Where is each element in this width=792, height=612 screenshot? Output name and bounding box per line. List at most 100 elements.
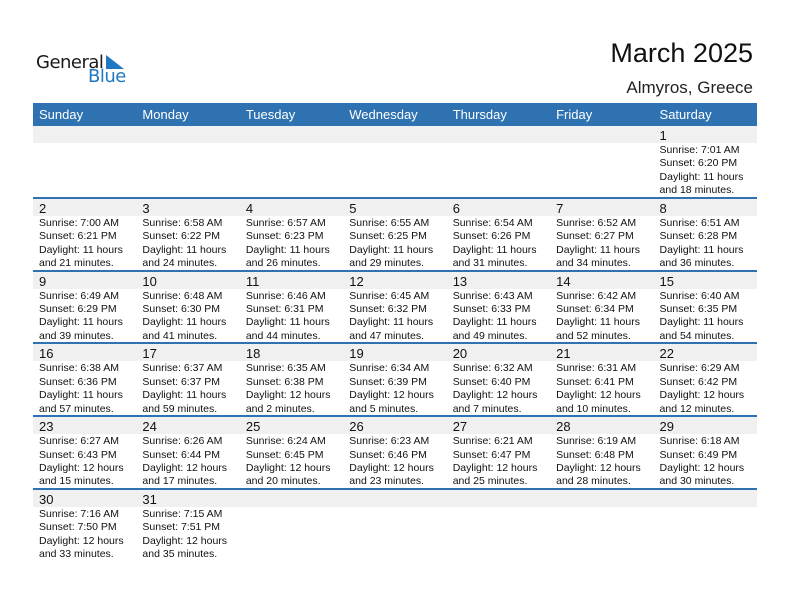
daylight-text: Daylight: 11 hours <box>245 243 330 256</box>
sunset-text: Sunset: 6:44 PM <box>142 448 221 461</box>
sunrise-text: Sunrise: 6:46 AM <box>245 289 326 302</box>
daylight-minutes-text: and 7 minutes. <box>452 402 522 415</box>
daylight-minutes-text: and 2 minutes. <box>245 402 315 415</box>
daylight-text: Daylight: 11 hours <box>39 243 123 256</box>
day-cell <box>447 490 550 563</box>
day-cell <box>240 490 343 563</box>
logo-text-general: General <box>36 52 104 73</box>
daylight-text: Daylight: 12 hours <box>245 389 331 402</box>
sunrise-text: Sunrise: 6:26 AM <box>142 435 223 448</box>
day-number: 28 <box>556 419 571 435</box>
day-number: 3 <box>142 200 150 216</box>
sunrise-text: Sunrise: 6:27 AM <box>39 435 119 448</box>
daylight-minutes-text: and 20 minutes. <box>245 475 321 488</box>
day-cell <box>550 126 653 197</box>
daylight-text: Daylight: 12 hours <box>452 389 538 402</box>
weekday-header: Sunday Monday Tuesday Wednesday Thursday Frid… <box>33 103 757 126</box>
day-number: 27 <box>452 419 468 435</box>
sunrise-text: Sunrise: 6:51 AM <box>659 216 740 229</box>
day-number: 2 <box>39 200 47 216</box>
day-cell: 22 Sunrise: 6:29 AM Sunset: 6:42 PM Dayligh… <box>654 344 757 415</box>
daylight-text: Daylight: 12 hours <box>39 534 124 547</box>
sunset-text: Sunset: 6:48 PM <box>556 448 634 461</box>
day-number: 7 <box>556 200 564 216</box>
daylight-text: Daylight: 11 hours <box>349 316 434 329</box>
day-number: 25 <box>245 419 261 435</box>
daylight-minutes-text: and 36 minutes. <box>659 257 735 270</box>
sunset-text: Sunset: 7:50 PM <box>39 521 117 534</box>
weekday-monday: Monday <box>142 107 189 122</box>
sunrise-text: Sunrise: 6:58 AM <box>142 216 223 229</box>
day-cell: 15 Sunrise: 6:40 AM Sunset: 6:35 PM Dayligh… <box>654 272 757 343</box>
day-number: 24 <box>142 419 157 435</box>
day-cell: 6 Sunrise: 6:54 AM Sunset: 6:26 PM Daylight… <box>447 199 550 270</box>
sunset-text: Sunset: 6:45 PM <box>245 448 324 461</box>
day-cell: 23 Sunrise: 6:27 AM Sunset: 6:43 PM Dayligh… <box>33 417 136 488</box>
daylight-text: Daylight: 12 hours <box>556 462 641 474</box>
daylight-text: Daylight: 12 hours <box>659 389 745 402</box>
sunrise-text: Sunrise: 6:21 AM <box>452 435 533 448</box>
sunset-text: Sunset: 6:27 PM <box>556 230 634 243</box>
sunrise-text: Sunrise: 6:32 AM <box>452 362 533 375</box>
daylight-minutes-text: and 30 minutes. <box>659 475 735 488</box>
daylight-text: Daylight: 11 hours <box>142 243 227 256</box>
day-number: 18 <box>245 346 261 362</box>
sunset-text: Sunset: 6:46 PM <box>349 448 427 461</box>
day-cell: 20 Sunrise: 6:32 AM Sunset: 6:40 PM Dayligh… <box>447 344 550 415</box>
calendar-grid: 1 Sunrise: 7:01 AM Sunset: 6:20 PM Daylight… <box>33 126 757 563</box>
day-cell: 24 Sunrise: 6:26 AM Sunset: 6:44 PM Dayligh… <box>136 417 239 488</box>
day-number: 19 <box>349 346 364 362</box>
logo-text-blue: Blue <box>88 66 126 87</box>
day-number: 15 <box>659 273 674 289</box>
daylight-minutes-text: and 17 minutes. <box>142 475 218 488</box>
day-cell: 27 Sunrise: 6:21 AM Sunset: 6:47 PM Dayligh… <box>447 417 550 488</box>
day-cell: 4 Sunrise: 6:57 AM Sunset: 6:23 PM Daylight… <box>240 199 343 270</box>
daylight-text: Daylight: 12 hours <box>659 462 745 474</box>
week-row: 2 Sunrise: 7:00 AM Sunset: 6:21 PM Daylight… <box>33 198 757 272</box>
day-cell: 7 Sunrise: 6:52 AM Sunset: 6:27 PM Daylight… <box>550 199 653 270</box>
daylight-minutes-text: and 33 minutes. <box>39 548 114 561</box>
daylight-text: Daylight: 12 hours <box>39 462 124 474</box>
day-cell: 31 Sunrise: 7:15 AM Sunset: 7:51 PM Dayligh… <box>136 490 239 563</box>
daylight-text: Daylight: 12 hours <box>142 462 228 474</box>
daylight-text: Daylight: 12 hours <box>142 534 228 547</box>
daylight-text: Daylight: 11 hours <box>556 316 640 329</box>
sunrise-text: Sunrise: 6:34 AM <box>349 362 430 375</box>
daylight-minutes-text: and 31 minutes. <box>452 257 528 270</box>
day-cell: 11 Sunrise: 6:46 AM Sunset: 6:31 PM Dayligh… <box>240 272 343 343</box>
sunset-text: Sunset: 6:35 PM <box>659 303 738 315</box>
daylight-text: Daylight: 11 hours <box>142 316 227 329</box>
day-cell: 14 Sunrise: 6:42 AM Sunset: 6:34 PM Dayligh… <box>550 272 653 343</box>
sunrise-text: Sunrise: 7:01 AM <box>659 144 740 156</box>
weekday-tuesday: Tuesday <box>245 107 296 122</box>
day-cell <box>447 126 550 197</box>
day-cell <box>343 490 446 563</box>
sunset-text: Sunset: 6:25 PM <box>349 230 427 243</box>
sunrise-text: Sunrise: 6:40 AM <box>659 289 740 302</box>
daylight-text: Daylight: 11 hours <box>659 243 744 256</box>
daylight-minutes-text: and 25 minutes. <box>452 475 528 488</box>
day-number: 9 <box>39 273 47 289</box>
day-cell <box>343 126 446 197</box>
sunset-text: Sunset: 6:38 PM <box>245 375 324 388</box>
daylight-text: Daylight: 11 hours <box>39 389 123 402</box>
day-cell <box>33 126 136 197</box>
logo: General Blue <box>36 52 136 88</box>
daylight-minutes-text: and 5 minutes. <box>349 402 419 415</box>
sunrise-text: Sunrise: 6:38 AM <box>39 362 119 375</box>
sunrise-text: Sunrise: 6:19 AM <box>556 435 637 448</box>
weekday-friday: Friday <box>556 107 593 122</box>
day-number: 17 <box>142 346 157 362</box>
sunset-text: Sunset: 7:51 PM <box>142 521 221 534</box>
day-number: 13 <box>452 273 468 289</box>
day-number: 5 <box>349 200 357 216</box>
daylight-minutes-text: and 28 minutes. <box>556 475 631 488</box>
weekday-sunday: Sunday <box>39 107 84 122</box>
day-cell: 8 Sunrise: 6:51 AM Sunset: 6:28 PM Daylight… <box>654 199 757 270</box>
day-number: 20 <box>452 346 468 362</box>
sunrise-text: Sunrise: 6:54 AM <box>452 216 533 229</box>
day-cell: 30 Sunrise: 7:16 AM Sunset: 7:50 PM Dayligh… <box>33 490 136 563</box>
day-cell: 13 Sunrise: 6:43 AM Sunset: 6:33 PM Dayligh… <box>447 272 550 343</box>
day-cell <box>654 490 757 563</box>
sunset-text: Sunset: 6:49 PM <box>659 448 738 461</box>
